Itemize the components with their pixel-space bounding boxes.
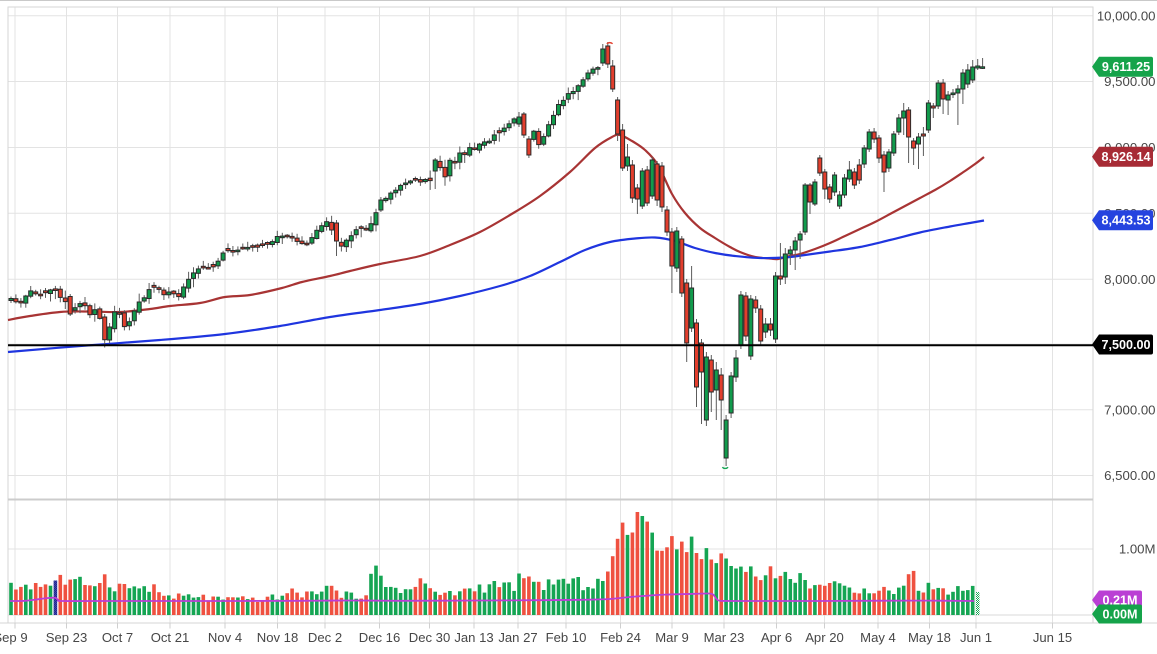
svg-text:Oct 7: Oct 7 xyxy=(102,630,133,645)
svg-text:1.00M: 1.00M xyxy=(1119,542,1156,557)
svg-text:10,000.00: 10,000.00 xyxy=(1097,8,1156,23)
svg-text:Apr 20: Apr 20 xyxy=(805,630,844,645)
svg-text:7,000.00: 7,000.00 xyxy=(1104,402,1155,417)
svg-text:May 18: May 18 xyxy=(908,630,951,645)
svg-text:Feb 10: Feb 10 xyxy=(546,630,587,645)
svg-text:9,500.00: 9,500.00 xyxy=(1104,74,1155,89)
svg-text:Apr 6: Apr 6 xyxy=(761,630,792,645)
svg-text:Jan 27: Jan 27 xyxy=(498,630,537,645)
svg-text:Jun 15: Jun 15 xyxy=(1033,630,1072,645)
svg-text:Nov 4: Nov 4 xyxy=(208,630,242,645)
svg-text:Dec 16: Dec 16 xyxy=(359,630,401,645)
svg-text:8,443.53: 8,443.53 xyxy=(1101,214,1150,228)
svg-text:8,000.00: 8,000.00 xyxy=(1104,272,1155,287)
svg-text:0.00M: 0.00M xyxy=(1102,607,1137,621)
svg-text:Nov 18: Nov 18 xyxy=(257,630,299,645)
svg-text:Dec 30: Dec 30 xyxy=(409,630,451,645)
svg-text:Sep 9: Sep 9 xyxy=(0,630,28,645)
svg-text:7,500.00: 7,500.00 xyxy=(1101,338,1150,352)
svg-text:Jun 1: Jun 1 xyxy=(960,630,992,645)
svg-text:Oct 21: Oct 21 xyxy=(151,630,190,645)
svg-text:Feb 24: Feb 24 xyxy=(600,630,641,645)
svg-text:9,611.25: 9,611.25 xyxy=(1102,60,1150,74)
svg-text:8,926.14: 8,926.14 xyxy=(1101,150,1150,164)
svg-text:6,500.00: 6,500.00 xyxy=(1104,468,1155,483)
svg-text:Mar 23: Mar 23 xyxy=(704,630,745,645)
svg-text:0.21M: 0.21M xyxy=(1102,593,1137,607)
svg-text:Jan 13: Jan 13 xyxy=(454,630,493,645)
svg-text:Sep 23: Sep 23 xyxy=(46,630,88,645)
svg-text:Dec 2: Dec 2 xyxy=(308,630,342,645)
svg-text:Mar 9: Mar 9 xyxy=(655,630,688,645)
svg-text:May 4: May 4 xyxy=(860,630,896,645)
